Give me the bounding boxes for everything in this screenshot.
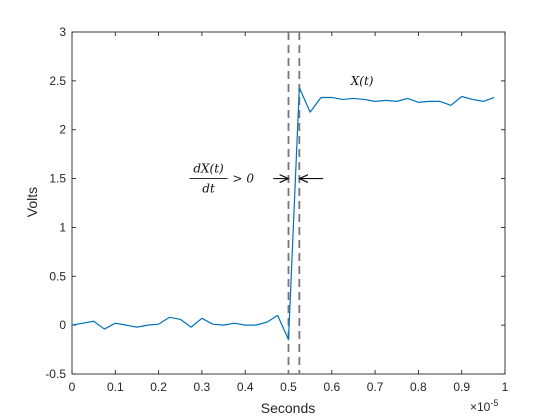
annotation-xt: X(t) [350, 74, 374, 88]
y-tick-label: 1.5 [49, 172, 66, 186]
x-tick-label: 1 [502, 380, 509, 394]
x-tick-label: 0.8 [410, 380, 427, 394]
y-tick-label: 1 [59, 220, 66, 234]
x-tick-label: 0.3 [194, 380, 211, 394]
x-exponent-power: -5 [490, 398, 498, 408]
derivative-denominator: dt [202, 182, 215, 196]
y-tick-label: 2.5 [49, 74, 66, 88]
y-tick-label: 2 [59, 123, 66, 137]
annotations: X(t) dX(t) dt > 0 [189, 74, 374, 196]
x-tick-label: 0.7 [367, 380, 384, 394]
svg-text:×10-5: ×10-5 [470, 398, 498, 414]
y-tick-label: 0 [59, 318, 66, 332]
x-exponent-base: ×10 [470, 400, 491, 414]
x-tick-label: 0.2 [150, 380, 167, 394]
x-tick-label: 0.4 [237, 380, 254, 394]
x-exponent-label: ×10-5 [470, 398, 498, 414]
y-tick-label: -0.5 [45, 367, 66, 381]
tick-labels: 0 0.1 0.2 0.3 0.4 0.5 0.6 0.7 0.8 0.9 1-0.500.511.… [45, 25, 508, 394]
series-line [71, 87, 495, 341]
x-tick-label: 0.9 [453, 380, 470, 394]
x-tick-label: 0 [69, 380, 76, 394]
derivative-numerator: dX(t) [193, 162, 224, 176]
y-tick-label: 0.5 [49, 269, 66, 283]
x-tick-label: 0.1 [107, 380, 124, 394]
y-tick-label: 3 [59, 25, 66, 39]
x-tick-label: 0.6 [323, 380, 340, 394]
x-tick-label: 0.5 [280, 380, 297, 394]
derivative-relation: > 0 [233, 172, 255, 186]
y-axis-label: Volts [24, 187, 40, 217]
x-axis-label: Seconds [261, 400, 315, 416]
series-layer [71, 87, 495, 341]
